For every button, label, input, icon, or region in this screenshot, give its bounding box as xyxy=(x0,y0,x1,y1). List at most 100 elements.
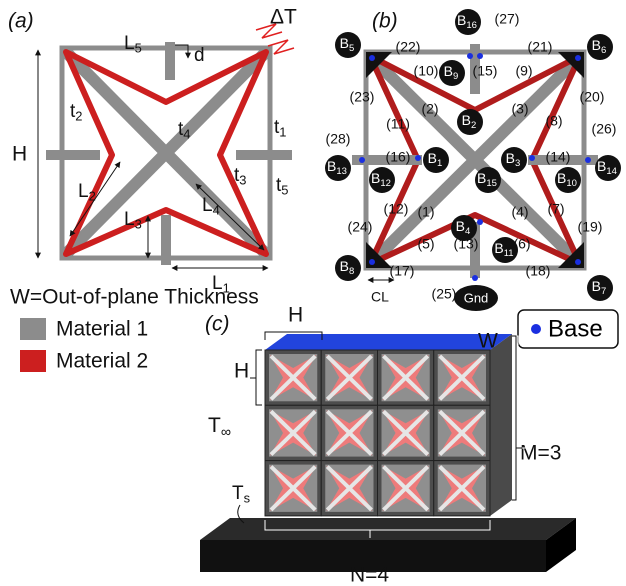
label: ΔT xyxy=(270,6,297,29)
label: t1 xyxy=(274,117,286,140)
panel-label: (b) xyxy=(372,10,398,33)
label-base: B xyxy=(444,63,453,79)
label-base: T xyxy=(208,414,221,437)
figure: (a) ΔT d H L5t1t2t4t3t5L2L4L3L1 (b) CL G… xyxy=(0,0,626,586)
label: H xyxy=(288,304,303,327)
slab-top xyxy=(200,518,576,540)
element-label: (16) xyxy=(386,149,411,165)
label-sub: 2 xyxy=(75,109,82,124)
base-dot xyxy=(472,275,478,281)
element-label: (14) xyxy=(546,149,571,165)
stub xyxy=(46,150,100,160)
panel-a: (a) ΔT d H L5t1t2t4t3t5L2L4L3L1 xyxy=(8,6,297,297)
label-base: B xyxy=(428,150,437,166)
label-base: L xyxy=(78,181,89,202)
element-label: (26) xyxy=(592,121,617,137)
label-sub: 5 xyxy=(349,43,354,54)
label-sub: 16 xyxy=(466,20,477,31)
label-sub: 1 xyxy=(279,125,286,140)
bracket xyxy=(250,350,262,405)
base-dot xyxy=(585,157,591,163)
label-sub: 2 xyxy=(89,189,96,204)
label-sub: s xyxy=(244,491,250,506)
element-label: (2) xyxy=(421,101,438,117)
element-label: (11) xyxy=(386,116,410,132)
label-sub: 3 xyxy=(239,173,246,188)
base-dot xyxy=(369,259,375,265)
legend-label: Material 2 xyxy=(56,350,148,373)
element-label: (19) xyxy=(578,219,603,235)
swatch xyxy=(20,318,46,340)
label: t2 xyxy=(70,101,82,124)
stub xyxy=(165,42,175,80)
panel-b: (b) CL Gnd B16B5B6B9B2B13B12B1B3B15B10B1… xyxy=(325,9,621,311)
label: L3 xyxy=(124,209,142,232)
label-sub: 5 xyxy=(135,41,142,56)
legend-label: Base xyxy=(548,315,603,342)
base-dot xyxy=(477,219,483,225)
label-sub: 10 xyxy=(566,178,577,189)
label-base: B xyxy=(456,218,465,234)
element-label: (20) xyxy=(580,89,605,105)
label-sub: 12 xyxy=(380,178,391,189)
element-label: (22) xyxy=(396,39,421,55)
bracket xyxy=(512,336,526,500)
panel-label: (a) xyxy=(8,10,34,33)
label: d xyxy=(194,45,205,66)
label-sub: 6 xyxy=(601,45,606,56)
base-dot xyxy=(369,55,375,61)
block-top xyxy=(265,334,512,350)
element-label: (18) xyxy=(526,263,551,279)
label: H xyxy=(234,360,249,383)
label-base: L xyxy=(124,33,135,54)
element-label: (10) xyxy=(414,63,439,79)
label-sub: 13 xyxy=(336,166,347,177)
label: t5 xyxy=(276,175,288,198)
base-dot xyxy=(477,53,483,59)
element-label: (1) xyxy=(417,204,434,220)
label-sub: 14 xyxy=(606,166,617,177)
legend-label: W=Out-of-plane Thickness xyxy=(10,286,259,309)
ground-label: Gnd xyxy=(464,290,489,305)
stub xyxy=(236,150,292,160)
label-base: B xyxy=(340,258,349,274)
label-sub: 7 xyxy=(601,286,606,297)
element-label: (27) xyxy=(495,11,520,27)
base-dot xyxy=(575,55,581,61)
element-label: (3) xyxy=(511,101,528,117)
label: CL xyxy=(371,289,389,305)
element-label: (15) xyxy=(473,63,498,79)
label-base: L xyxy=(124,209,135,230)
label: t3 xyxy=(234,165,246,188)
label-base: B xyxy=(457,12,466,28)
label: H xyxy=(12,143,27,166)
label: L5 xyxy=(124,33,142,56)
stub xyxy=(161,215,171,265)
label-sub: 11 xyxy=(504,248,514,259)
label-sub: 4 xyxy=(183,127,190,142)
label-base: B xyxy=(597,158,606,174)
label: M=3 xyxy=(520,442,561,465)
element-label: (6) xyxy=(513,236,530,252)
element-label: (8) xyxy=(545,113,562,129)
label-base: B xyxy=(340,35,349,51)
legend-label: Material 1 xyxy=(56,318,148,341)
base-dot xyxy=(529,155,535,161)
label-base: B xyxy=(592,278,601,294)
element-label: (17) xyxy=(390,263,415,279)
base-dot xyxy=(531,324,541,334)
label-sub: 8 xyxy=(349,266,354,277)
label-base: B xyxy=(506,150,515,166)
label-base: B xyxy=(477,170,486,186)
element-label: (7) xyxy=(547,201,564,217)
label: N=4 xyxy=(350,564,389,586)
label-sub: 4 xyxy=(213,203,220,218)
bracket xyxy=(512,336,522,500)
panel-label: (c) xyxy=(205,313,230,336)
swatch xyxy=(20,350,46,372)
base-dot xyxy=(467,53,473,59)
label: Ts xyxy=(232,483,250,506)
label-base: B xyxy=(494,240,503,256)
label: W xyxy=(478,330,498,353)
label-sub: ∞ xyxy=(221,424,231,440)
